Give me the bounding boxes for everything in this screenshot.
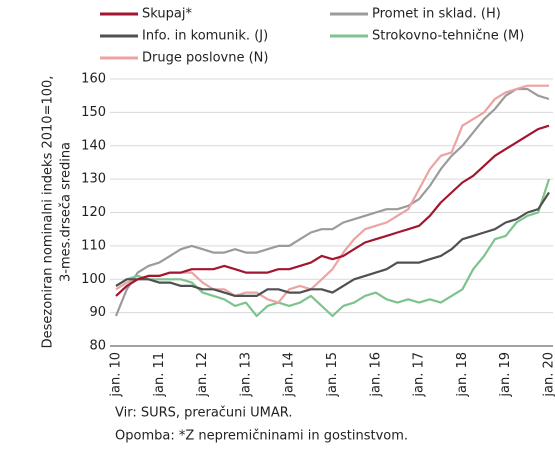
y-tick-label: 90: [89, 305, 106, 320]
y-tick-label: 150: [81, 105, 106, 120]
y-axis-label: 3-mes.drseča sredina: [59, 142, 74, 282]
x-tick-label: jan. 20: [542, 352, 555, 398]
y-tick-label: 120: [81, 205, 106, 220]
x-tick-label: jan. 17: [412, 352, 427, 398]
legend-label: Info. in komunik. (J): [142, 29, 268, 44]
y-tick-label: 130: [81, 172, 106, 187]
x-tick-label: jan. 16: [368, 352, 383, 398]
legend-label: Skupaj*: [142, 7, 192, 22]
legend-label: Druge poslovne (N): [142, 51, 268, 66]
x-tick-label: jan. 19: [498, 352, 513, 398]
footnote: Opomba: *Z nepremičninami in gostinstvom…: [115, 429, 408, 444]
legend-label: Strokovno-tehnične (M): [372, 29, 524, 44]
series-line: [115, 191, 550, 297]
series-line: [115, 84, 549, 304]
y-tick-label: 160: [81, 72, 106, 87]
x-tick-label: jan. 18: [455, 352, 470, 398]
y-tick-label: 110: [81, 238, 106, 253]
y-tick-label: 100: [81, 272, 106, 287]
series-line: [114, 87, 550, 317]
x-tick-label: jan. 10: [109, 352, 124, 398]
y-axis-label: Desezoniran nominalni indeks 2010=100,: [41, 76, 56, 349]
y-tick-label: 140: [81, 138, 106, 153]
x-tick-label: jan. 12: [195, 352, 210, 398]
x-tick-label: jan. 14: [282, 352, 297, 398]
source-note: Vir: SURS, preračuni UMAR.: [115, 406, 292, 421]
x-tick-label: jan. 13: [238, 352, 253, 398]
series-line: [115, 178, 551, 318]
legend-label: Promet in sklad. (H): [372, 7, 501, 22]
y-tick-label: 80: [89, 339, 106, 354]
x-tick-label: jan. 15: [325, 352, 340, 398]
series-line: [115, 124, 550, 297]
x-tick-label: jan. 11: [152, 352, 167, 398]
